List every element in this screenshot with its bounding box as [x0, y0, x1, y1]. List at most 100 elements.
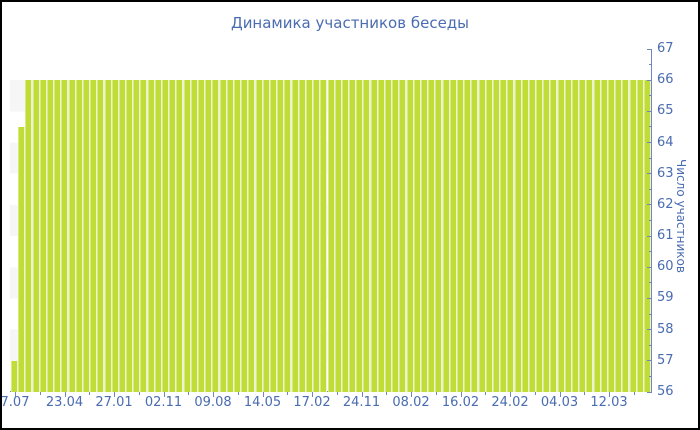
bar	[126, 80, 134, 392]
x-tick-label: 17.02	[293, 395, 331, 410]
bar	[492, 80, 501, 392]
x-tick-label: 24.02	[491, 395, 529, 410]
bar	[564, 80, 573, 392]
y-axis-tick	[647, 204, 652, 206]
bar	[363, 80, 371, 392]
bar	[557, 80, 565, 392]
x-axis-minor-tick	[336, 392, 338, 395]
x-tick-label: 14.05	[243, 395, 282, 410]
bar	[370, 80, 378, 392]
bar	[169, 80, 177, 392]
bar	[75, 80, 83, 392]
bar	[248, 80, 256, 392]
bar	[262, 80, 270, 392]
y-axis-minor-tick	[649, 344, 652, 346]
x-axis-tick	[510, 392, 511, 397]
bar	[154, 80, 163, 392]
bar	[176, 80, 184, 392]
x-axis-tick	[15, 392, 16, 397]
x-axis-minor-tick	[237, 392, 239, 395]
bar	[147, 80, 155, 392]
bar	[334, 80, 342, 392]
bar	[435, 80, 443, 392]
bar	[39, 80, 47, 392]
bar	[615, 80, 623, 392]
x-axis-tick	[114, 392, 115, 397]
bar	[478, 80, 486, 392]
bar	[385, 80, 393, 392]
x-tick-label: 7.07	[0, 395, 30, 410]
x-tick-label: 02.11	[144, 395, 183, 410]
y-axis-title: Число участников	[674, 159, 688, 273]
x-axis-tick	[460, 392, 462, 397]
y-axis-tick	[647, 173, 652, 175]
x-tick-label: 09.08	[194, 395, 232, 410]
x-tick-label: 24.11	[342, 395, 381, 410]
x-tick-label: 12.03	[590, 395, 628, 410]
bar	[291, 80, 299, 392]
bar	[269, 80, 278, 392]
bar	[46, 80, 55, 392]
y-axis-minor-tick	[649, 313, 652, 315]
y-axis-tick	[647, 391, 652, 393]
x-axis-tick	[64, 392, 66, 397]
y-tick-label: 63	[657, 165, 674, 181]
bar	[183, 80, 191, 392]
bar	[255, 80, 263, 392]
bar	[586, 80, 594, 392]
bar	[104, 80, 112, 392]
y-tick-label: 65	[657, 103, 674, 119]
bar	[219, 80, 227, 392]
bar	[543, 80, 551, 392]
x-tick-label: 27.01	[95, 395, 133, 410]
y-axis-minor-tick	[649, 251, 652, 253]
bar	[140, 80, 148, 392]
chart-title: Динамика участников беседы	[230, 14, 470, 32]
y-axis-minor-tick	[649, 188, 652, 190]
bar	[550, 80, 558, 392]
x-axis-minor-tick	[584, 392, 586, 395]
bar	[521, 80, 529, 392]
y-axis-minor-tick	[649, 95, 652, 97]
bar	[284, 80, 292, 392]
bar	[456, 80, 465, 392]
bar	[629, 80, 637, 392]
bar	[25, 80, 33, 392]
bar	[507, 80, 515, 392]
bar	[421, 80, 429, 392]
bar	[68, 80, 76, 392]
x-axis-minor-tick	[386, 392, 388, 395]
x-axis-tick	[312, 392, 313, 397]
bar	[514, 80, 522, 392]
bar	[485, 80, 493, 392]
bar	[536, 80, 544, 392]
bar	[61, 80, 69, 392]
bar	[118, 80, 127, 392]
bar	[636, 80, 644, 392]
y-tick-label: 59	[657, 290, 674, 306]
bar	[579, 80, 587, 392]
x-axis-tick	[163, 392, 165, 397]
x-axis-minor-tick	[89, 392, 91, 395]
y-tick-label: 61	[657, 228, 674, 244]
bar	[622, 80, 630, 392]
x-axis-minor-tick	[534, 392, 536, 395]
y-tick-label: 62	[657, 196, 674, 212]
x-axis-tick	[609, 392, 610, 397]
x-axis-tick	[262, 392, 264, 397]
bar	[593, 80, 601, 392]
y-axis-minor-tick	[649, 282, 652, 284]
y-axis-tick	[647, 297, 652, 299]
bar	[349, 80, 357, 392]
x-axis-minor-tick	[39, 392, 41, 395]
bar	[11, 360, 19, 392]
bar	[528, 80, 537, 392]
x-axis-tick	[213, 392, 214, 397]
bar	[241, 80, 249, 392]
bar	[377, 80, 386, 392]
x-tick-label: 23.04	[45, 395, 84, 410]
bar	[82, 80, 91, 392]
y-axis-minor-tick	[649, 220, 652, 221]
bar	[392, 80, 400, 392]
